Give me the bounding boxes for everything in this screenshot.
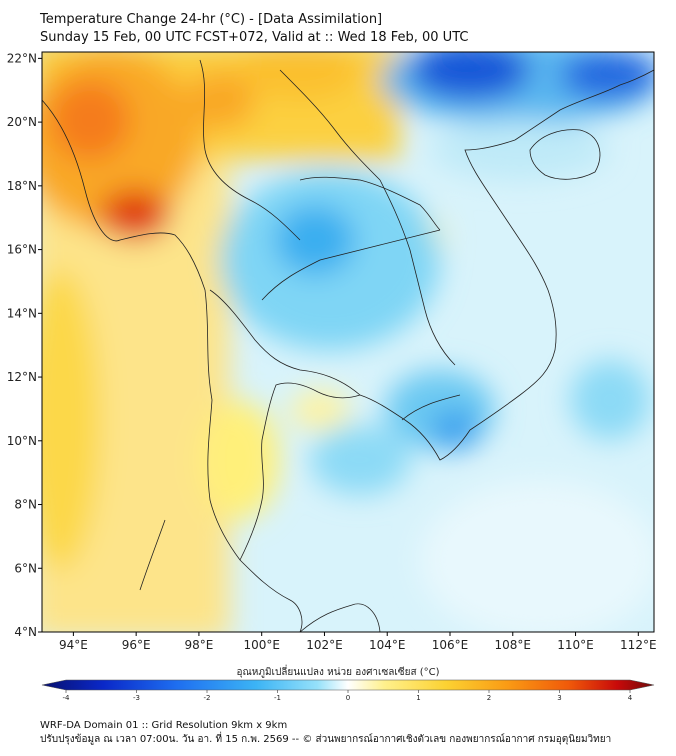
lat-label: 12°N [7,370,37,384]
lon-label: 108°E [495,638,532,652]
map-subtitle: Sunday 15 Feb, 00 UTC FCST+072, Valid at… [40,30,469,45]
map-border [41,51,655,633]
colorbar-tick-label: -2 [204,694,211,702]
lat-label: 14°N [7,306,37,320]
colorbar-tick-label: -4 [63,694,71,702]
lon-label: 94°E [59,638,88,652]
latitude-axis: 22°N 20°N 18°N 16°N 14°N 12°N 10°N 8°N 6°N 4°N [7,51,42,639]
colorbar: -4 -3 -2 -1 0 1 2 3 4 [41,679,655,702]
lat-label: 6°N [14,561,37,575]
colorbar-tick-label: -3 [133,694,140,702]
colorbar-tick-label: 2 [487,694,491,702]
colorbar-tick-label: 3 [557,694,561,702]
lat-label: 4°N [14,625,37,639]
lon-label: 106°E [432,638,469,652]
coastlines [42,59,654,632]
footer-credit: ปรับปรุงข้อมูล ณ เวลา 07:00น. วัน อา. ที… [40,734,612,745]
colorbar-ticks: -4 -3 -2 -1 0 1 2 3 4 [63,690,633,702]
colorbar-title: อุณหภูมิเปลี่ยนแปลง หน่วย องศาเซลเซียส (… [236,667,440,678]
map-title: Temperature Change 24-hr (°C) - [Data As… [40,12,383,27]
lon-label: 110°E [557,638,594,652]
colorbar-tick-label: -1 [274,694,281,702]
colorbar-ramp [41,679,655,691]
lon-label: 112°E [620,638,657,652]
lat-label: 22°N [7,51,37,65]
temperature-field [42,52,654,632]
lat-label: 10°N [7,434,37,448]
lat-label: 16°N [7,243,37,257]
lon-label: 96°E [122,638,151,652]
lon-label: 98°E [184,638,213,652]
lat-label: 8°N [14,498,37,512]
lon-label: 102°E [306,638,343,652]
lon-label: 100°E [243,638,280,652]
lat-label: 20°N [7,115,37,129]
footer-model-info: WRF-DA Domain 01 :: Grid Resolution 9km … [40,720,288,731]
colorbar-tick-label: 4 [628,694,633,702]
colorbar-tick-label: 0 [346,694,350,702]
lat-label: 18°N [7,179,37,193]
lon-label: 104°E [369,638,406,652]
colorbar-tick-label: 1 [416,694,420,702]
longitude-axis: 94°E 96°E 98°E 100°E 102°E 104°E 106°E 108°E 110… [59,632,657,652]
